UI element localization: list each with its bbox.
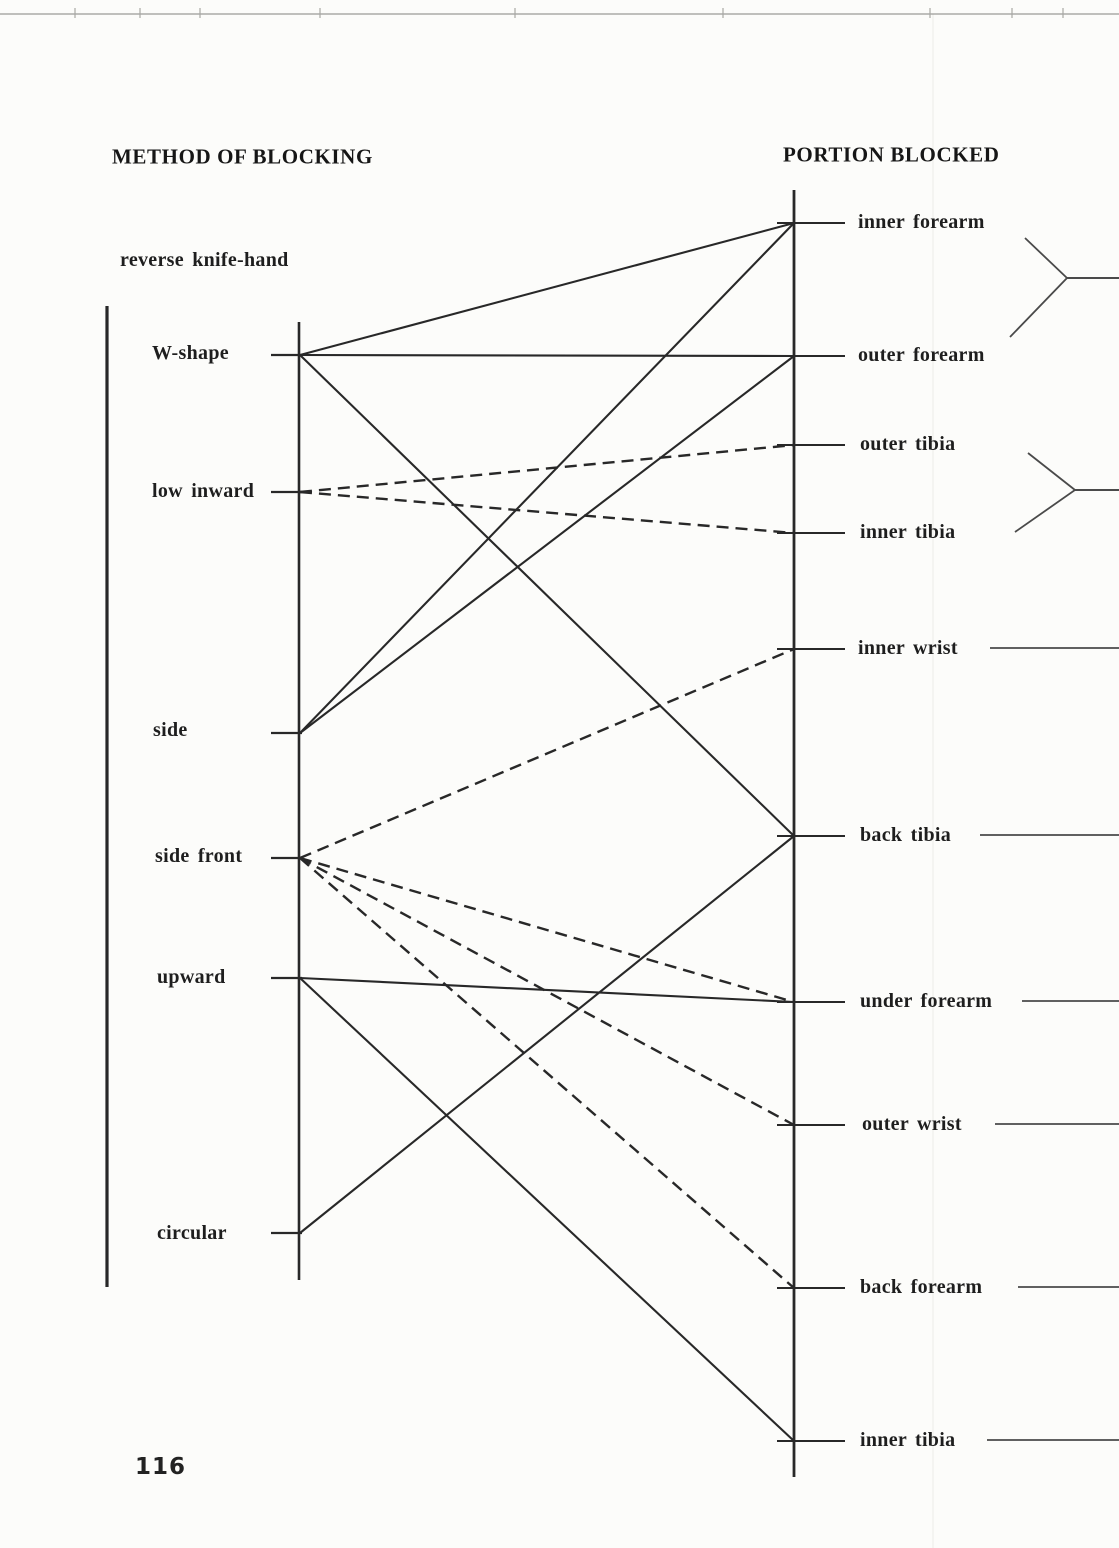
tibia-brace-arms [1014,452,1077,533]
edge-side-front-to-outer-wrist [299,856,795,1127]
edge-upward-to-under-forearm [299,976,795,1004]
method-label-w-shape: W-shape [152,342,229,365]
edge-low-inward-to-inner-tibia-top [299,490,795,535]
edge-side-to-outer-forearm [299,355,795,734]
portion-label-inner-tibia-top: inner tibia [860,521,956,544]
edge-w-shape-to-outer-forearm [299,353,795,358]
edge-low-inward-to-outer-tibia [299,443,795,494]
portion-label-back-tibia: back tibia [860,824,952,847]
forearm-brace-arms [1009,237,1069,338]
edge-side-front-to-inner-wrist [299,647,795,860]
portion-label-inner-wrist: inner wrist [858,637,958,660]
page-number: 116 [135,1454,187,1480]
method-label-circular: circular [157,1222,227,1245]
edge-upward-to-inner-tibia-bottom [299,977,795,1442]
edge-circular-to-back-tibia [299,835,795,1234]
portion-label-outer-wrist: outer wrist [862,1113,962,1136]
left-column-header: METHOD OF BLOCKING [112,144,373,169]
portion-label-inner-tibia-bottom: inner tibia [860,1429,956,1452]
method-label-low-inward: low inward [152,480,255,503]
edge-side-to-inner-forearm [299,222,795,734]
method-label-reverse-knife-hand: reverse knife-hand [120,249,289,272]
method-label-upward: upward [157,966,226,989]
portion-label-under-forearm: under forearm [860,990,993,1013]
portion-label-outer-tibia: outer tibia [860,433,956,456]
edge-side-front-to-back-forearm [299,857,795,1289]
right-column-header: PORTION BLOCKED [783,142,1000,167]
portion-label-inner-forearm: inner forearm [858,211,985,234]
method-label-side: side [153,719,188,742]
portion-label-back-forearm: back forearm [860,1276,983,1299]
edge-w-shape-to-back-tibia [299,354,795,837]
portion-label-outer-forearm: outer forearm [858,344,985,367]
edge-w-shape-to-inner-forearm [299,221,795,357]
method-label-side-front: side front [155,845,243,868]
edge-side-front-to-under-forearm [299,856,795,1004]
